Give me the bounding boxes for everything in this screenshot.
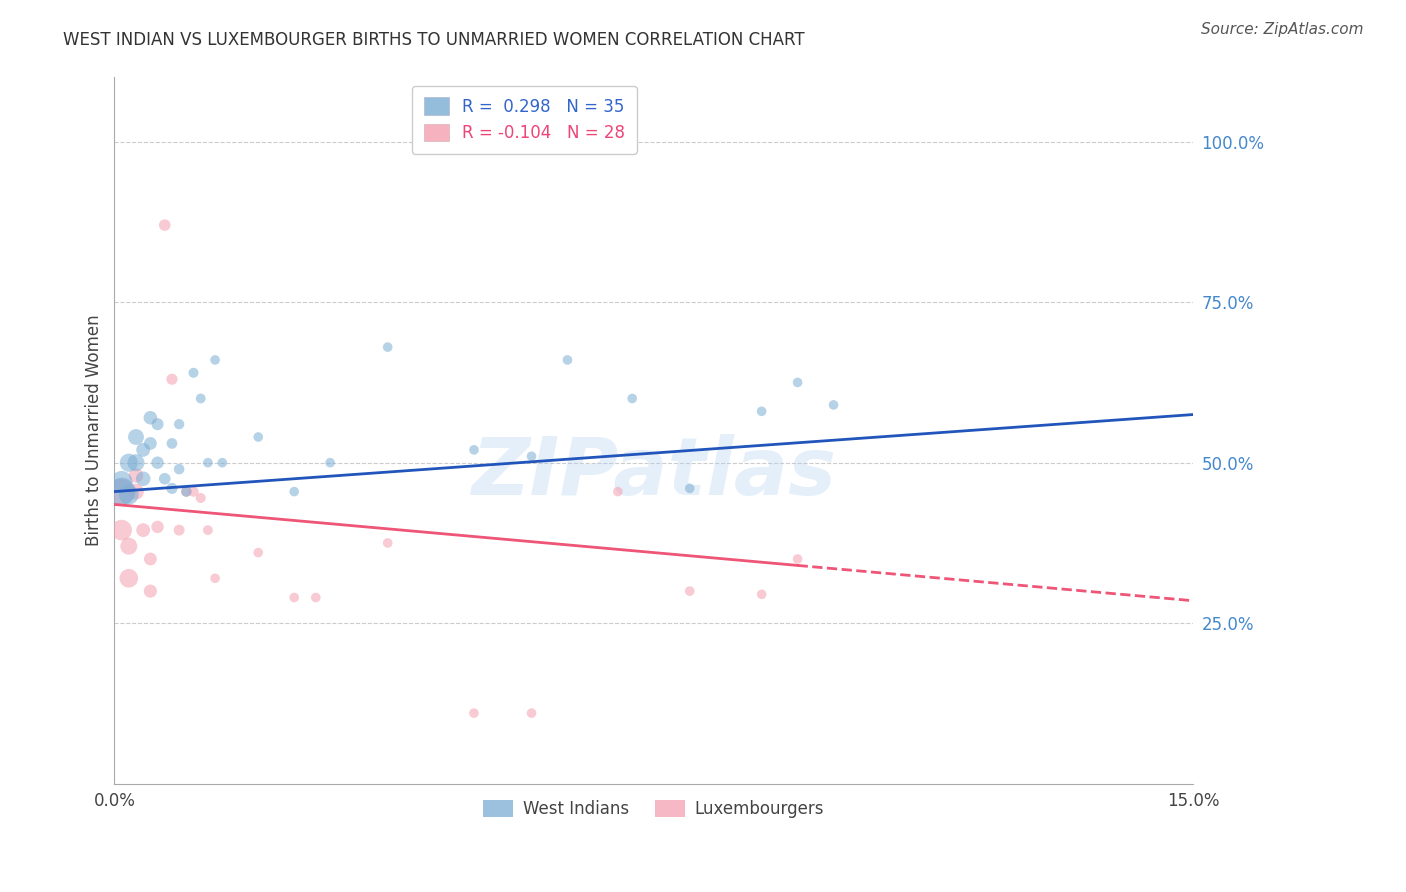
Point — [132, 523, 155, 537]
Point — [118, 488, 141, 502]
Point — [786, 552, 808, 566]
Point — [190, 392, 212, 406]
Point — [204, 353, 226, 368]
Point — [167, 523, 190, 537]
Text: WEST INDIAN VS LUXEMBOURGER BIRTHS TO UNMARRIED WOMEN CORRELATION CHART: WEST INDIAN VS LUXEMBOURGER BIRTHS TO UN… — [63, 31, 804, 49]
Point — [118, 456, 141, 470]
Point — [139, 410, 162, 425]
Legend: West Indians, Luxembourgers: West Indians, Luxembourgers — [477, 793, 831, 825]
Point — [118, 539, 141, 553]
Point — [247, 430, 270, 444]
Point — [305, 591, 328, 605]
Point — [125, 430, 148, 444]
Point — [125, 484, 148, 499]
Point — [606, 484, 628, 499]
Point — [197, 456, 219, 470]
Point — [139, 552, 162, 566]
Point — [190, 491, 212, 505]
Point — [139, 584, 162, 599]
Point — [823, 398, 845, 412]
Point — [146, 417, 169, 432]
Point — [183, 366, 205, 380]
Point — [110, 484, 132, 499]
Point — [621, 392, 644, 406]
Point — [110, 475, 132, 489]
Point — [160, 372, 183, 386]
Point — [520, 450, 543, 464]
Point — [377, 340, 399, 354]
Point — [132, 472, 155, 486]
Point — [283, 484, 305, 499]
Point — [463, 706, 485, 720]
Y-axis label: Births to Unmarried Women: Births to Unmarried Women — [86, 315, 103, 547]
Point — [110, 484, 132, 499]
Point — [283, 591, 305, 605]
Point — [679, 482, 702, 496]
Point — [125, 468, 148, 483]
Point — [751, 587, 773, 601]
Point — [176, 484, 198, 499]
Point — [176, 484, 198, 499]
Point — [125, 456, 148, 470]
Point — [377, 536, 399, 550]
Point — [146, 456, 169, 470]
Point — [146, 520, 169, 534]
Point — [153, 218, 176, 232]
Point — [204, 571, 226, 585]
Point — [167, 417, 190, 432]
Point — [167, 462, 190, 476]
Point — [319, 456, 342, 470]
Point — [679, 584, 702, 599]
Point — [160, 436, 183, 450]
Point — [160, 482, 183, 496]
Point — [786, 376, 808, 390]
Point — [463, 442, 485, 457]
Point — [183, 484, 205, 499]
Point — [139, 436, 162, 450]
Point — [197, 523, 219, 537]
Text: Source: ZipAtlas.com: Source: ZipAtlas.com — [1201, 22, 1364, 37]
Point — [110, 523, 132, 537]
Point — [211, 456, 233, 470]
Point — [247, 545, 270, 559]
Point — [118, 571, 141, 585]
Point — [751, 404, 773, 418]
Point — [557, 353, 579, 368]
Point — [153, 472, 176, 486]
Point — [132, 442, 155, 457]
Text: ZIPatlas: ZIPatlas — [471, 434, 837, 512]
Point — [520, 706, 543, 720]
